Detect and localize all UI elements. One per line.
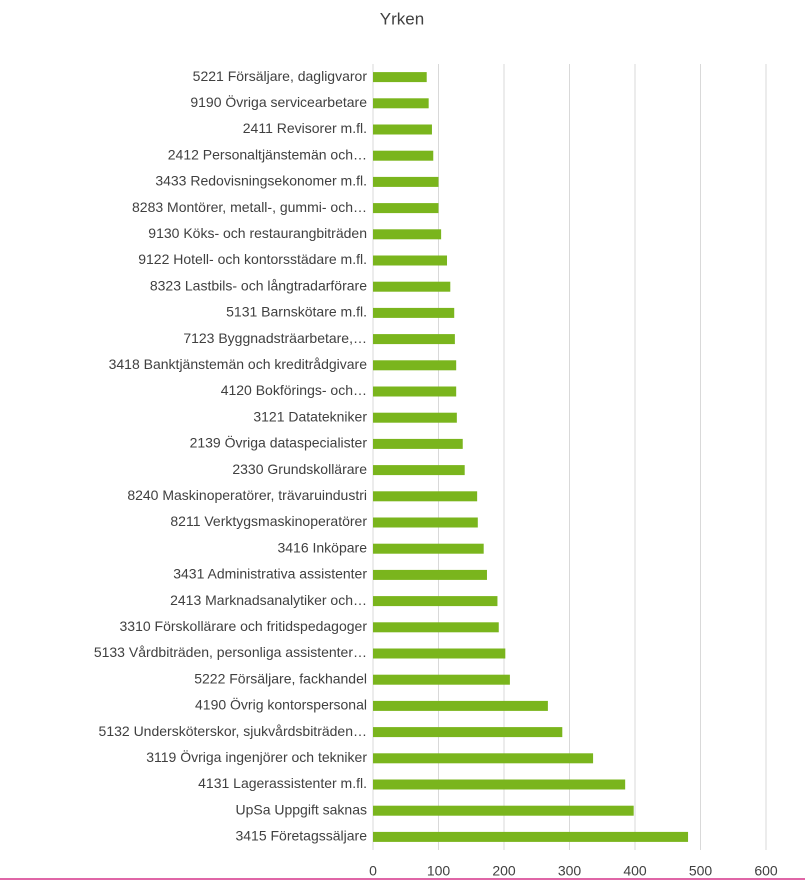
bar [373,622,499,633]
chart-title: Yrken [380,9,424,28]
y-tick-label: 4190 Övrig kontorspersonal [195,696,367,713]
y-tick-label: 2411 Revisorer m.fl. [243,120,367,136]
bar [373,727,563,738]
y-tick-label: 2330 Grundskollärare [232,461,367,477]
y-tick-label: 2139 Övriga dataspecialister [190,434,368,451]
y-tick-label: 5221 Försäljare, dagligvaror [193,68,368,84]
y-tick-label: 3310 Förskollärare och fritidspedagoger [120,618,368,634]
y-tick-label: 5131 Barnskötare m.fl. [226,304,367,320]
bar [373,491,478,502]
bar [373,203,439,214]
bar [373,307,455,318]
bar [373,72,427,83]
y-tick-label: 8211 Verktygsmaskinoperatörer [170,513,367,529]
y-tick-label: 5133 Vårdbiträden, personliga assistente… [94,644,367,660]
y-tick-label: 7123 Byggnadsträarbetare,… [183,330,367,346]
bar [373,779,626,790]
bar [373,255,448,266]
y-tick-label: 8240 Maskinoperatörer, trävaruindustri [127,487,367,503]
bar [373,648,506,659]
y-tick-label: 2413 Marknadsanalytiker och… [170,592,367,608]
x-tick-label: 0 [369,863,377,879]
y-tick-label: 3119 Övriga ingenjörer och tekniker [146,748,367,765]
y-tick-label: 8283 Montörer, metall-, gummi- och… [132,199,367,215]
y-tick-label: 2412 Personaltjänstemän och… [168,146,367,162]
y-tick-label: 3431 Administrativa assistenter [173,566,367,582]
y-tick-label: 3416 Inköpare [277,539,367,555]
y-tick-label: 4120 Bokförings- och… [221,382,367,398]
bar [373,334,455,345]
bar [373,805,634,816]
y-tick-label: 8323 Lastbils- och långtradarförare [150,277,367,293]
x-tick-label: 500 [689,863,713,879]
bar [373,150,434,161]
y-tick-label: 3415 Företagssäljare [235,828,367,844]
y-tick-label: 5132 Undersköterskor, sjukvårdsbiträden… [99,723,367,739]
bar [373,438,463,449]
bar [373,412,457,423]
bar [373,229,442,240]
bar [373,281,451,292]
bar [373,465,465,476]
y-tick-label: 5222 Försäljare, fackhandel [194,670,367,686]
bar [373,569,487,580]
y-tick-label: 3121 Datatekniker [253,408,367,424]
bar [373,517,478,528]
bar [373,98,429,109]
bar [373,674,510,685]
bar [373,700,548,711]
x-tick-label: 400 [623,863,647,879]
x-tick-label: 300 [558,863,582,879]
x-tick-label: 600 [754,863,778,879]
y-tick-label: 3433 Redovisningsekonomer m.fl. [155,173,367,189]
bar [373,360,457,371]
y-tick-label: 9190 Övriga servicearbetare [190,93,367,110]
y-tick-label: 3418 Banktjänstemän och kreditrådgivare [109,356,368,372]
bar [373,386,457,397]
bar [373,124,432,135]
x-tick-label: 200 [492,863,516,879]
y-tick-label: 9130 Köks- och restaurangbiträden [148,225,367,241]
bar [373,753,594,764]
bar [373,831,689,842]
bar [373,596,498,607]
y-tick-label: UpSa Uppgift saknas [235,801,367,817]
y-tick-label: 4131 Lagerassistenter m.fl. [198,775,367,791]
y-tick-label: 9122 Hotell- och kontorsstädare m.fl. [138,251,367,267]
x-tick-label: 100 [427,863,451,879]
bar [373,543,484,554]
bar [373,176,439,187]
